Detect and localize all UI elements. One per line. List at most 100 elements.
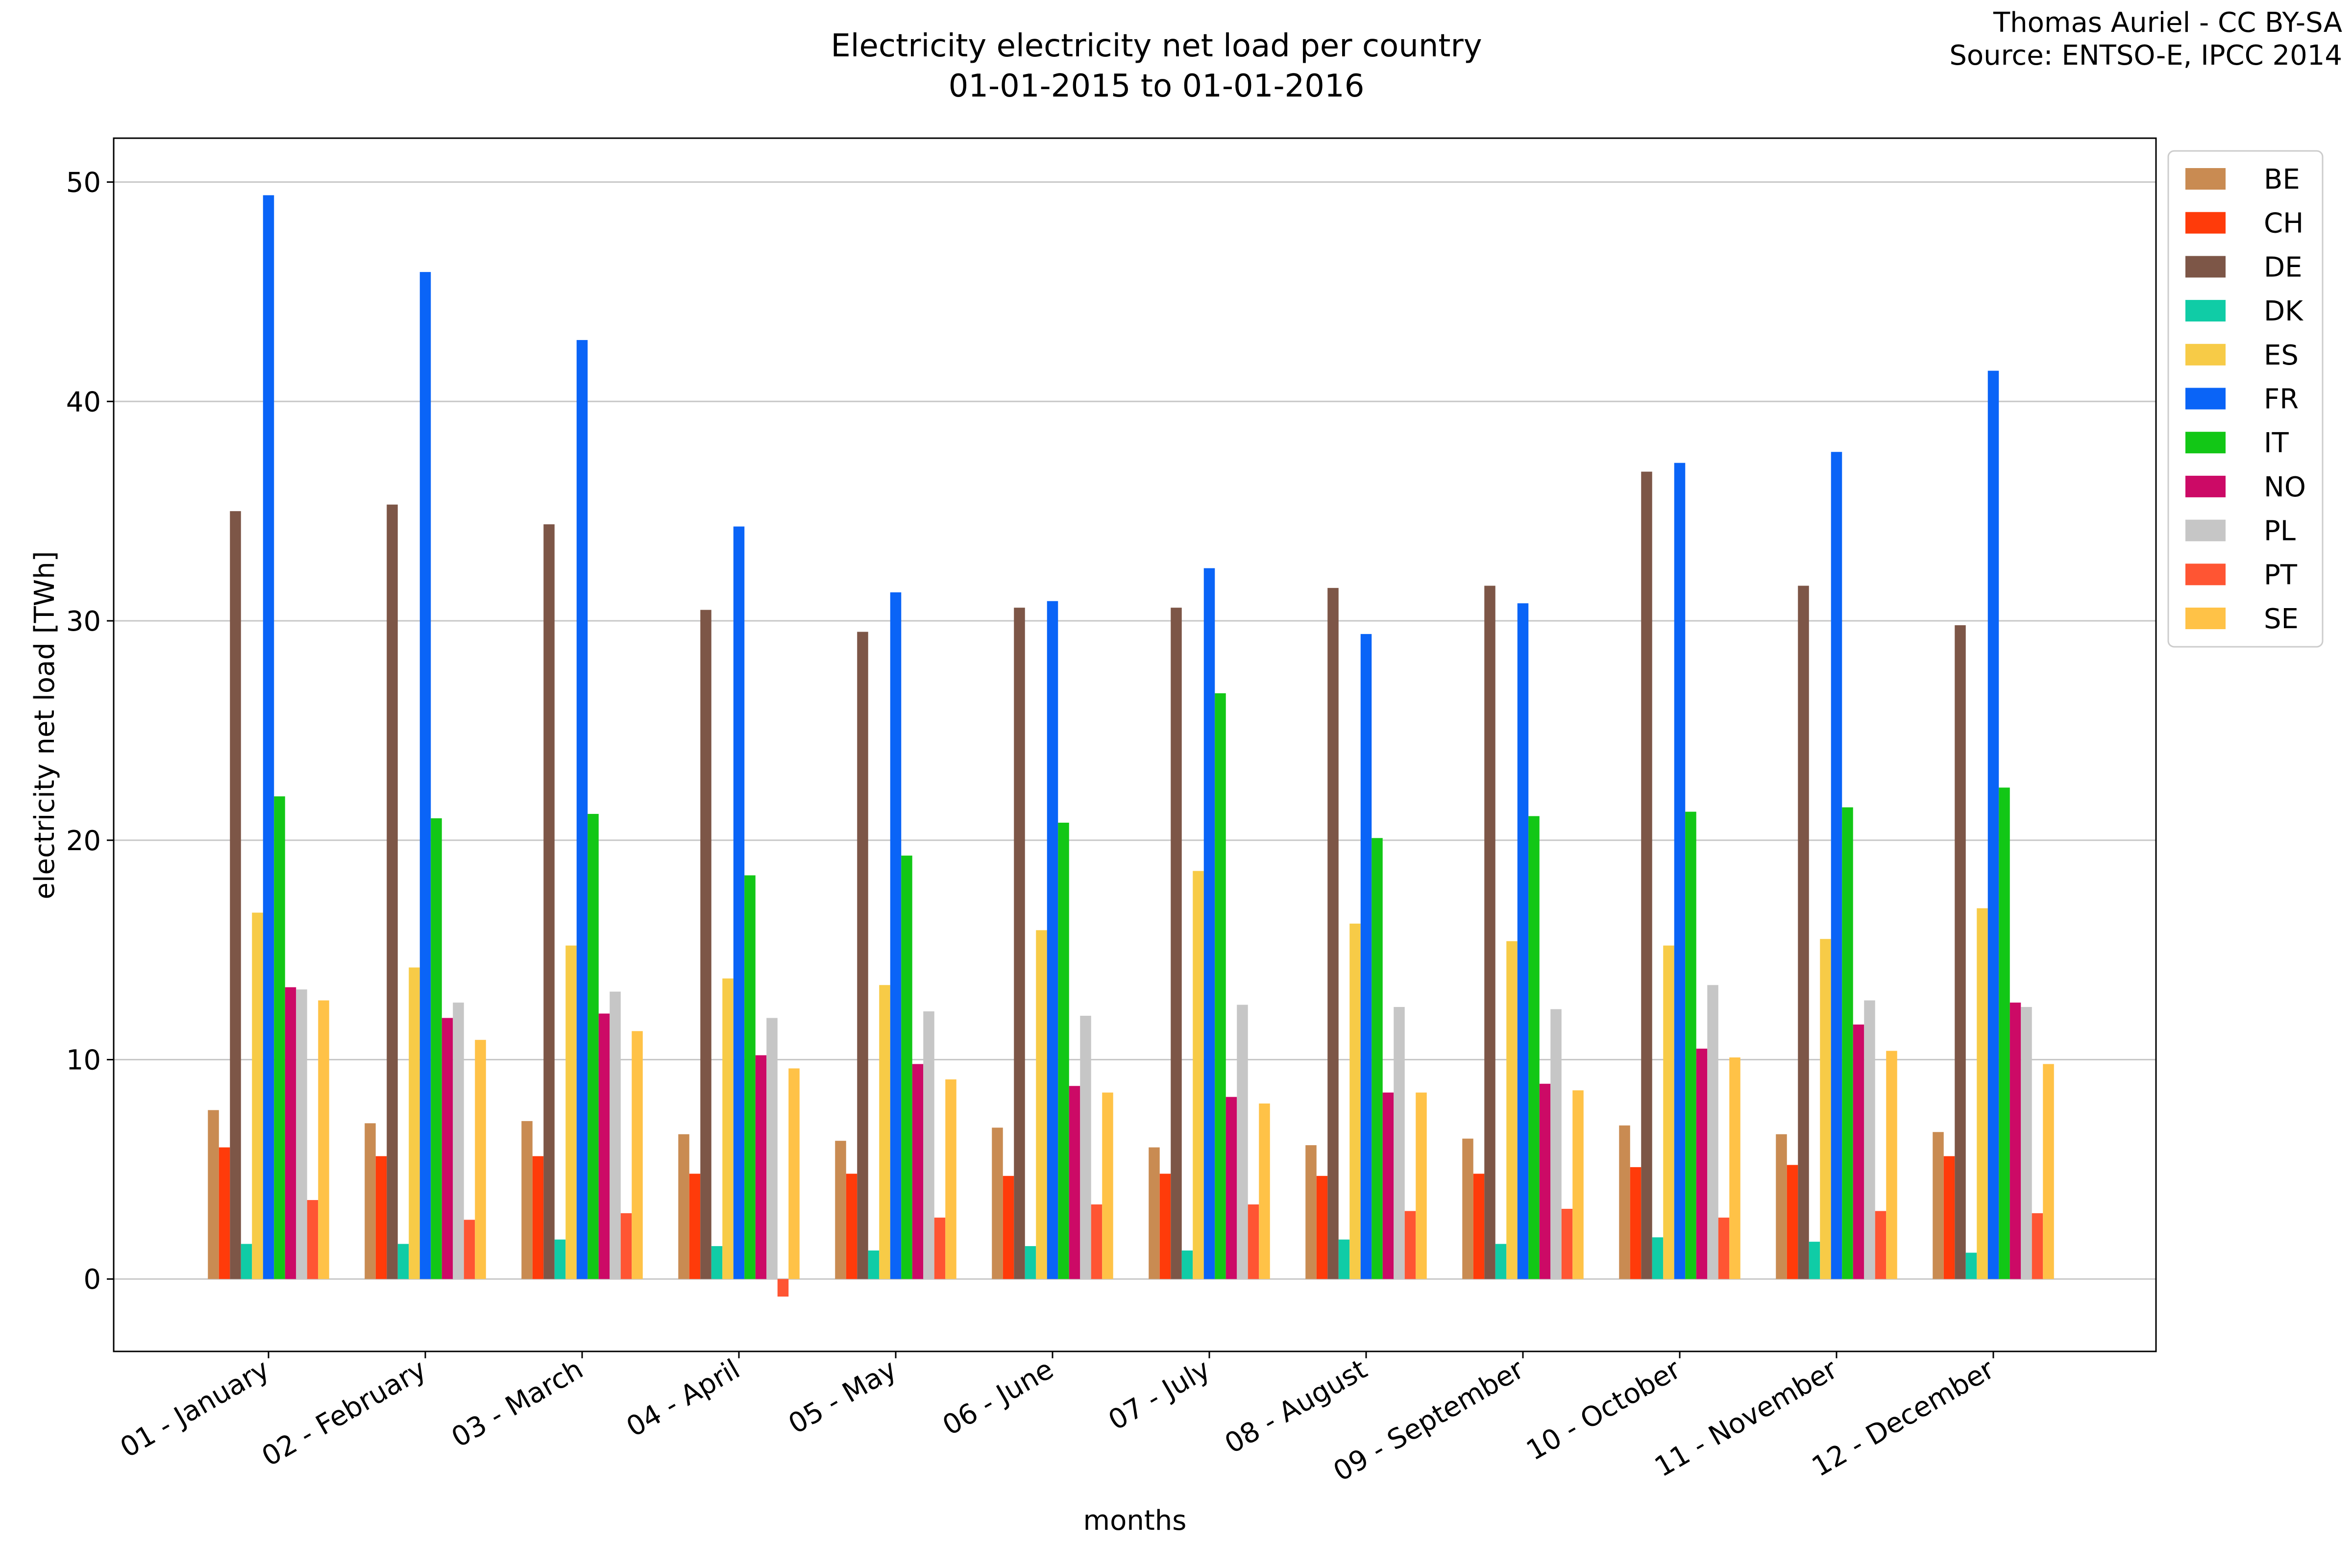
- bar-de: [700, 610, 711, 1279]
- x-tick-label: 03 - March: [446, 1353, 588, 1454]
- y-tick-label: 20: [66, 825, 101, 857]
- bar-de: [1327, 588, 1339, 1279]
- bar-de: [1014, 608, 1025, 1279]
- legend-swatch-pl: [2185, 519, 2226, 541]
- bar-be: [208, 1110, 219, 1279]
- legend-swatch-ch: [2185, 212, 2226, 234]
- bar-it: [901, 856, 912, 1279]
- bar-pl: [1394, 1007, 1405, 1279]
- bar-be: [1149, 1147, 1160, 1279]
- y-tick-label: 0: [83, 1264, 101, 1296]
- bar-dk: [1495, 1244, 1507, 1279]
- bar-no: [1225, 1097, 1237, 1279]
- bar-ch: [1473, 1174, 1485, 1279]
- legend-label-es: ES: [2264, 340, 2299, 371]
- bar-es: [1977, 908, 1988, 1279]
- credit-line-1: Thomas Auriel - CC BY-SA: [1993, 7, 2342, 39]
- x-tick-label: 04 - April: [621, 1353, 745, 1444]
- bar-it: [1842, 807, 1853, 1279]
- legend-label-se: SE: [2264, 603, 2299, 635]
- bar-be: [1933, 1132, 1944, 1279]
- bar-se: [632, 1031, 643, 1279]
- bar-no: [1696, 1049, 1708, 1279]
- bar-dk: [554, 1239, 566, 1279]
- bar-es: [1349, 923, 1361, 1279]
- bar-pt: [1091, 1204, 1102, 1279]
- bar-it: [1215, 693, 1226, 1279]
- bar-pl: [766, 1018, 778, 1279]
- legend-swatch-no: [2185, 475, 2226, 497]
- bar-de: [1171, 608, 1182, 1279]
- bar-pl: [1237, 1004, 1248, 1279]
- bar-be: [678, 1134, 689, 1279]
- bar-pl: [2021, 1007, 2032, 1279]
- bar-es: [409, 967, 420, 1279]
- bar-de: [1798, 586, 1809, 1279]
- bar-de: [230, 511, 241, 1279]
- bar-fr: [890, 592, 902, 1279]
- bar-fr: [1047, 601, 1058, 1279]
- legend-label-pl: PL: [2264, 515, 2296, 547]
- bar-no: [598, 1013, 610, 1279]
- bar-pl: [1864, 1000, 1875, 1279]
- bar-dk: [397, 1244, 409, 1279]
- bar-dk: [711, 1246, 723, 1279]
- chart-title: Electricity electricity net load per cou…: [831, 28, 1482, 64]
- bar-dk: [1181, 1250, 1193, 1279]
- bar-pl: [923, 1011, 934, 1279]
- bar-pl: [610, 991, 621, 1279]
- legend-swatch-fr: [2185, 388, 2226, 410]
- legend-swatch-be: [2185, 168, 2226, 190]
- bar-se: [1102, 1092, 1113, 1279]
- bar-dk: [1809, 1242, 1820, 1279]
- bar-pt: [307, 1200, 318, 1279]
- bar-it: [1528, 816, 1540, 1279]
- legend-swatch-it: [2185, 432, 2226, 454]
- bar-pt: [620, 1213, 632, 1279]
- bar-be: [992, 1127, 1003, 1279]
- bar-se: [2043, 1064, 2054, 1279]
- bar-pl: [1707, 985, 1718, 1279]
- bar-se: [318, 1000, 329, 1279]
- legend-swatch-pt: [2185, 564, 2226, 586]
- bar-es: [1820, 939, 1831, 1279]
- legend-label-pt: PT: [2264, 559, 2298, 591]
- bar-be: [1462, 1138, 1473, 1279]
- bar-se: [1729, 1057, 1740, 1279]
- bar-es: [879, 985, 890, 1279]
- bar-es: [1193, 871, 1204, 1279]
- bar-de: [857, 632, 868, 1279]
- x-tick-label: 05 - May: [783, 1353, 902, 1441]
- bar-dk: [1025, 1246, 1036, 1279]
- chart-subtitle: 01-01-2015 to 01-01-2016: [949, 68, 1365, 104]
- y-tick-label: 50: [66, 167, 101, 199]
- bar-de: [387, 504, 398, 1279]
- bar-be: [1619, 1125, 1630, 1279]
- bar-se: [945, 1079, 956, 1279]
- bar-ch: [846, 1174, 858, 1279]
- bar-it: [588, 814, 599, 1279]
- bar-be: [1305, 1145, 1317, 1279]
- y-axis-label: electricity net load [TWh]: [29, 551, 61, 900]
- bar-no: [755, 1055, 767, 1279]
- bar-dk: [868, 1250, 880, 1279]
- legend-label-de: DE: [2264, 251, 2303, 283]
- bar-dk: [1652, 1237, 1664, 1279]
- bar-se: [475, 1040, 486, 1279]
- bar-be: [835, 1141, 846, 1279]
- bar-fr: [1674, 463, 1686, 1279]
- bar-ch: [1630, 1167, 1642, 1279]
- plot-frame: [113, 137, 2157, 1352]
- legend-swatch-dk: [2185, 300, 2226, 322]
- bar-it: [1372, 838, 1383, 1279]
- bar-it: [1058, 822, 1069, 1279]
- bar-ch: [1003, 1176, 1014, 1279]
- bar-ch: [532, 1156, 544, 1279]
- bars: [208, 195, 2054, 1297]
- x-tick-label: 02 - February: [257, 1353, 432, 1473]
- bar-be: [1776, 1134, 1787, 1279]
- bar-se: [1416, 1092, 1427, 1279]
- bar-es: [1506, 941, 1518, 1279]
- bar-fr: [1831, 452, 1842, 1279]
